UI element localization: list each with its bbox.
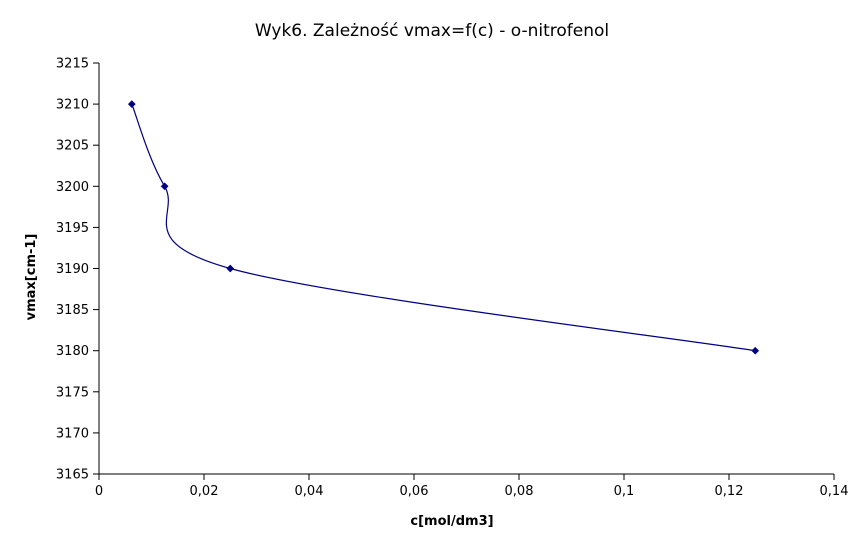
x-tick-label: 0,12 [715, 484, 744, 499]
y-tick-label: 3185 [56, 303, 89, 318]
y-tick-label: 3210 [56, 98, 89, 113]
y-tick-label: 3170 [56, 426, 89, 441]
series-line [131, 103, 756, 352]
data-point [751, 346, 760, 355]
y-tick-label: 3200 [56, 180, 89, 195]
x-tick-label: 0,14 [820, 484, 849, 499]
data-point [160, 182, 169, 191]
y-tick-label: 3190 [56, 262, 89, 277]
x-tick-label: 0 [95, 484, 103, 499]
x-tick-label: 0,1 [614, 484, 635, 499]
plot-area: 3165 3170 3175 3180 3185 3190 3195 3200 3205 3210… [56, 57, 849, 500]
y-tick-label: 3205 [56, 139, 89, 154]
data-point [226, 264, 235, 273]
chart-title: Wyk6. Zależność vmax=f(c) - o-nitrofenol [255, 21, 609, 41]
y-tick-label: 3175 [56, 385, 89, 400]
y-tick-label: 3180 [56, 344, 89, 359]
y-axis-title: vmax[cm-1] [24, 234, 39, 321]
x-tick-label: 0,08 [505, 484, 534, 499]
x-tick-label: 0,04 [295, 484, 324, 499]
y-tick-label: 3165 [56, 468, 89, 483]
y-tick-label: 3215 [56, 57, 89, 72]
x-tick-label: 0,06 [400, 484, 429, 499]
y-tick-label: 3195 [56, 221, 89, 236]
data-point [127, 100, 136, 109]
x-axis-title: c[mol/dm3] [410, 514, 493, 529]
x-tick-label: 0,02 [190, 484, 219, 499]
